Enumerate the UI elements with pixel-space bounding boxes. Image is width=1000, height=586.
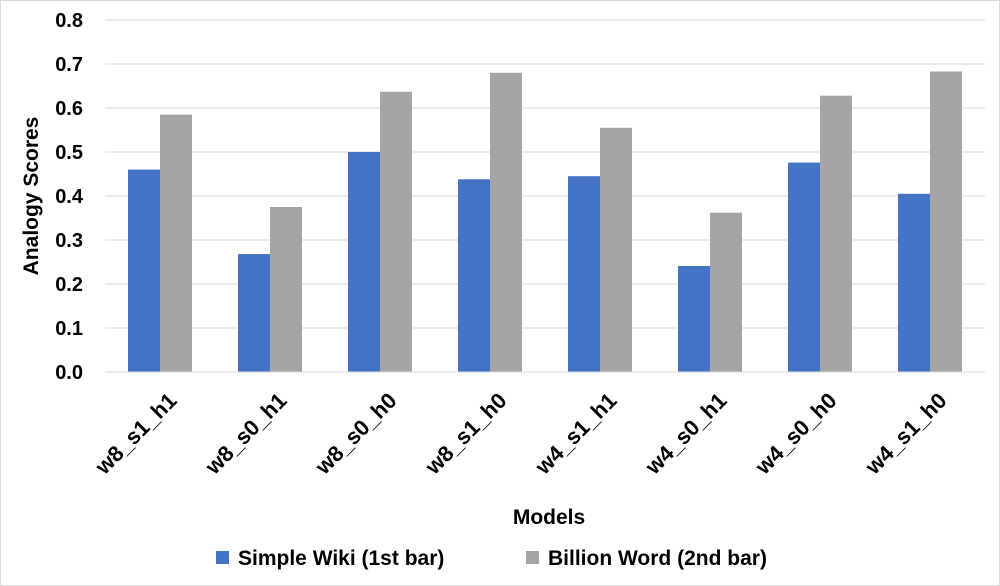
y-tick-label: 0.7 (55, 54, 83, 76)
y-tick-label: 0.4 (55, 186, 84, 208)
bar-simple-wiki-w4_s1_h1 (568, 176, 600, 372)
legend-swatch (526, 551, 539, 564)
bar-simple-wiki-w4_s0_h0 (788, 162, 820, 372)
bar-billion-word-w8_s0_h1 (270, 207, 302, 372)
bar-simple-wiki-w4_s0_h1 (678, 265, 710, 372)
bar-billion-word-w8_s0_h0 (380, 91, 412, 372)
bar-simple-wiki-w8_s1_h1 (128, 169, 160, 372)
bar-billion-word-w8_s1_h0 (490, 72, 522, 373)
bar-billion-word-w4_s0_h1 (710, 212, 742, 372)
y-tick-label: 0.2 (55, 274, 83, 296)
x-tick-label: w4_s0_h0 (750, 388, 842, 480)
legend-label: Simple Wiki (1st bar) (238, 547, 444, 570)
bar-billion-word-w4_s1_h0 (930, 71, 962, 372)
legend-label: Billion Word (2nd bar) (548, 547, 767, 570)
x-tick-label: w4_s0_h1 (640, 388, 732, 480)
y-tick-label: 0.5 (55, 142, 83, 164)
legend-swatch (216, 551, 229, 564)
y-tick-label: 0.6 (55, 98, 83, 120)
y-tick-label: 0.0 (55, 362, 83, 384)
x-tick-label: w8_s0_h1 (200, 388, 292, 480)
legend: Simple Wiki (1st bar) Billion Word (2nd b… (216, 547, 767, 570)
x-tick-label: w4_s1_h0 (860, 388, 952, 480)
x-tick-label: w8_s0_h0 (310, 388, 402, 480)
y-axis-ticks: 0.0 0.1 0.2 0.3 0.4 0.5 0.6 0.7 0.8 (55, 10, 84, 384)
bar-billion-word-w4_s1_h1 (600, 127, 632, 372)
y-tick-label: 0.3 (55, 230, 83, 252)
x-tick-label: w4_s1_h1 (530, 388, 622, 480)
bar-simple-wiki-w8_s1_h0 (458, 179, 490, 372)
bar-simple-wiki-w4_s1_h0 (898, 193, 930, 372)
gridlines (105, 19, 985, 329)
bar-simple-wiki-w8_s0_h0 (348, 152, 380, 372)
bar-simple-wiki-w8_s0_h1 (238, 254, 270, 372)
x-tick-label: w8_s1_h1 (90, 388, 182, 480)
y-tick-label: 0.8 (55, 10, 83, 32)
x-axis-title: Models (513, 506, 585, 529)
bars (128, 71, 962, 373)
bar-billion-word-w8_s1_h1 (160, 114, 192, 372)
bar-billion-word-w4_s0_h0 (820, 95, 852, 373)
y-tick-label: 0.1 (55, 318, 83, 340)
x-tick-label: w8_s1_h0 (420, 388, 512, 480)
x-axis-ticks: w8_s1_h1 w8_s0_h1 w8_s0_h0 w8_s1_h0 w4_s1_h1… (90, 388, 952, 480)
y-axis-title: Analogy Scores (20, 117, 43, 276)
